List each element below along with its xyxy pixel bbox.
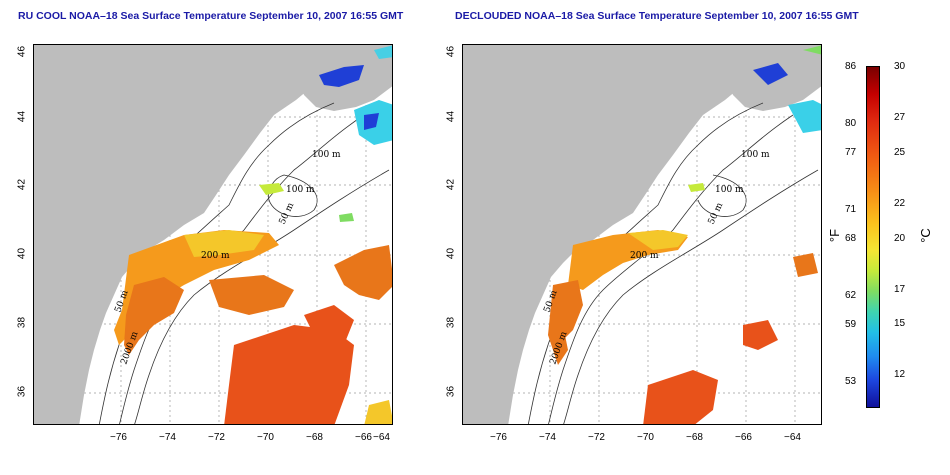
x-tick: −76 [490, 432, 507, 443]
left-panel-title: RU COOL NOAA–18 Sea Surface Temperature … [18, 10, 404, 22]
y-tick: 36 [16, 385, 28, 398]
x-tick: −64 [373, 432, 390, 443]
y-tick: 38 [16, 316, 28, 329]
x-tick: −76 [110, 432, 127, 443]
fahrenheit-tick: 53 [845, 376, 857, 387]
x-tick: −68 [306, 432, 323, 443]
celsius-tick: 20 [894, 233, 906, 244]
fahrenheit-tick: 59 [845, 319, 857, 330]
celsius-tick: 30 [894, 61, 906, 72]
fahrenheit-tick: 86 [845, 61, 857, 72]
celsius-unit: °C [917, 228, 933, 243]
contour-label: 50 m [278, 201, 297, 226]
y-tick: 40 [445, 247, 457, 260]
left-map[interactable]: 100 m 100 m 50 m 200 m 50 m 2000 m [33, 44, 393, 425]
fahrenheit-unit: °F [827, 228, 843, 243]
y-tick: 42 [16, 178, 28, 191]
contour-label: 200 m [201, 251, 230, 261]
y-tick: 40 [16, 247, 28, 260]
y-tick: 36 [445, 385, 457, 398]
celsius-tick: 17 [894, 284, 906, 295]
y-tick: 44 [445, 110, 457, 123]
x-tick: −72 [588, 432, 605, 443]
fahrenheit-tick: 77 [845, 147, 857, 158]
y-tick: 42 [445, 178, 457, 191]
x-tick: −72 [208, 432, 225, 443]
x-tick: −66 [355, 432, 372, 443]
fahrenheit-tick: 68 [845, 233, 857, 244]
right-panel-title: DECLOUDED NOAA–18 Sea Surface Temperatur… [455, 10, 859, 22]
x-tick: −74 [539, 432, 556, 443]
x-tick: −64 [784, 432, 801, 443]
x-tick: −66 [735, 432, 752, 443]
x-tick: −74 [159, 432, 176, 443]
fahrenheit-tick: 80 [845, 118, 857, 129]
celsius-tick: 15 [894, 318, 906, 329]
celsius-tick: 22 [894, 198, 906, 209]
fahrenheit-tick: 71 [845, 204, 857, 215]
celsius-tick: 12 [894, 369, 906, 380]
right-map[interactable]: 100 m 100 m 50 m 200 m 50 m 2000 m [462, 44, 822, 425]
x-tick: −70 [637, 432, 654, 443]
contour-label: 100 m [715, 185, 744, 195]
y-tick: 38 [445, 316, 457, 329]
colorbar [866, 66, 880, 408]
x-tick: −70 [257, 432, 274, 443]
contour-label: 100 m [741, 150, 770, 160]
contour-label: 100 m [286, 185, 315, 195]
contour-label: 50 m [707, 201, 726, 226]
celsius-tick: 25 [894, 147, 906, 158]
celsius-tick: 27 [894, 112, 906, 123]
fahrenheit-tick: 62 [845, 290, 857, 301]
y-tick: 44 [16, 110, 28, 123]
y-tick: 46 [16, 45, 28, 58]
contour-label: 200 m [630, 251, 659, 261]
y-tick: 46 [445, 45, 457, 58]
x-tick: −68 [686, 432, 703, 443]
contour-label: 100 m [312, 150, 341, 160]
